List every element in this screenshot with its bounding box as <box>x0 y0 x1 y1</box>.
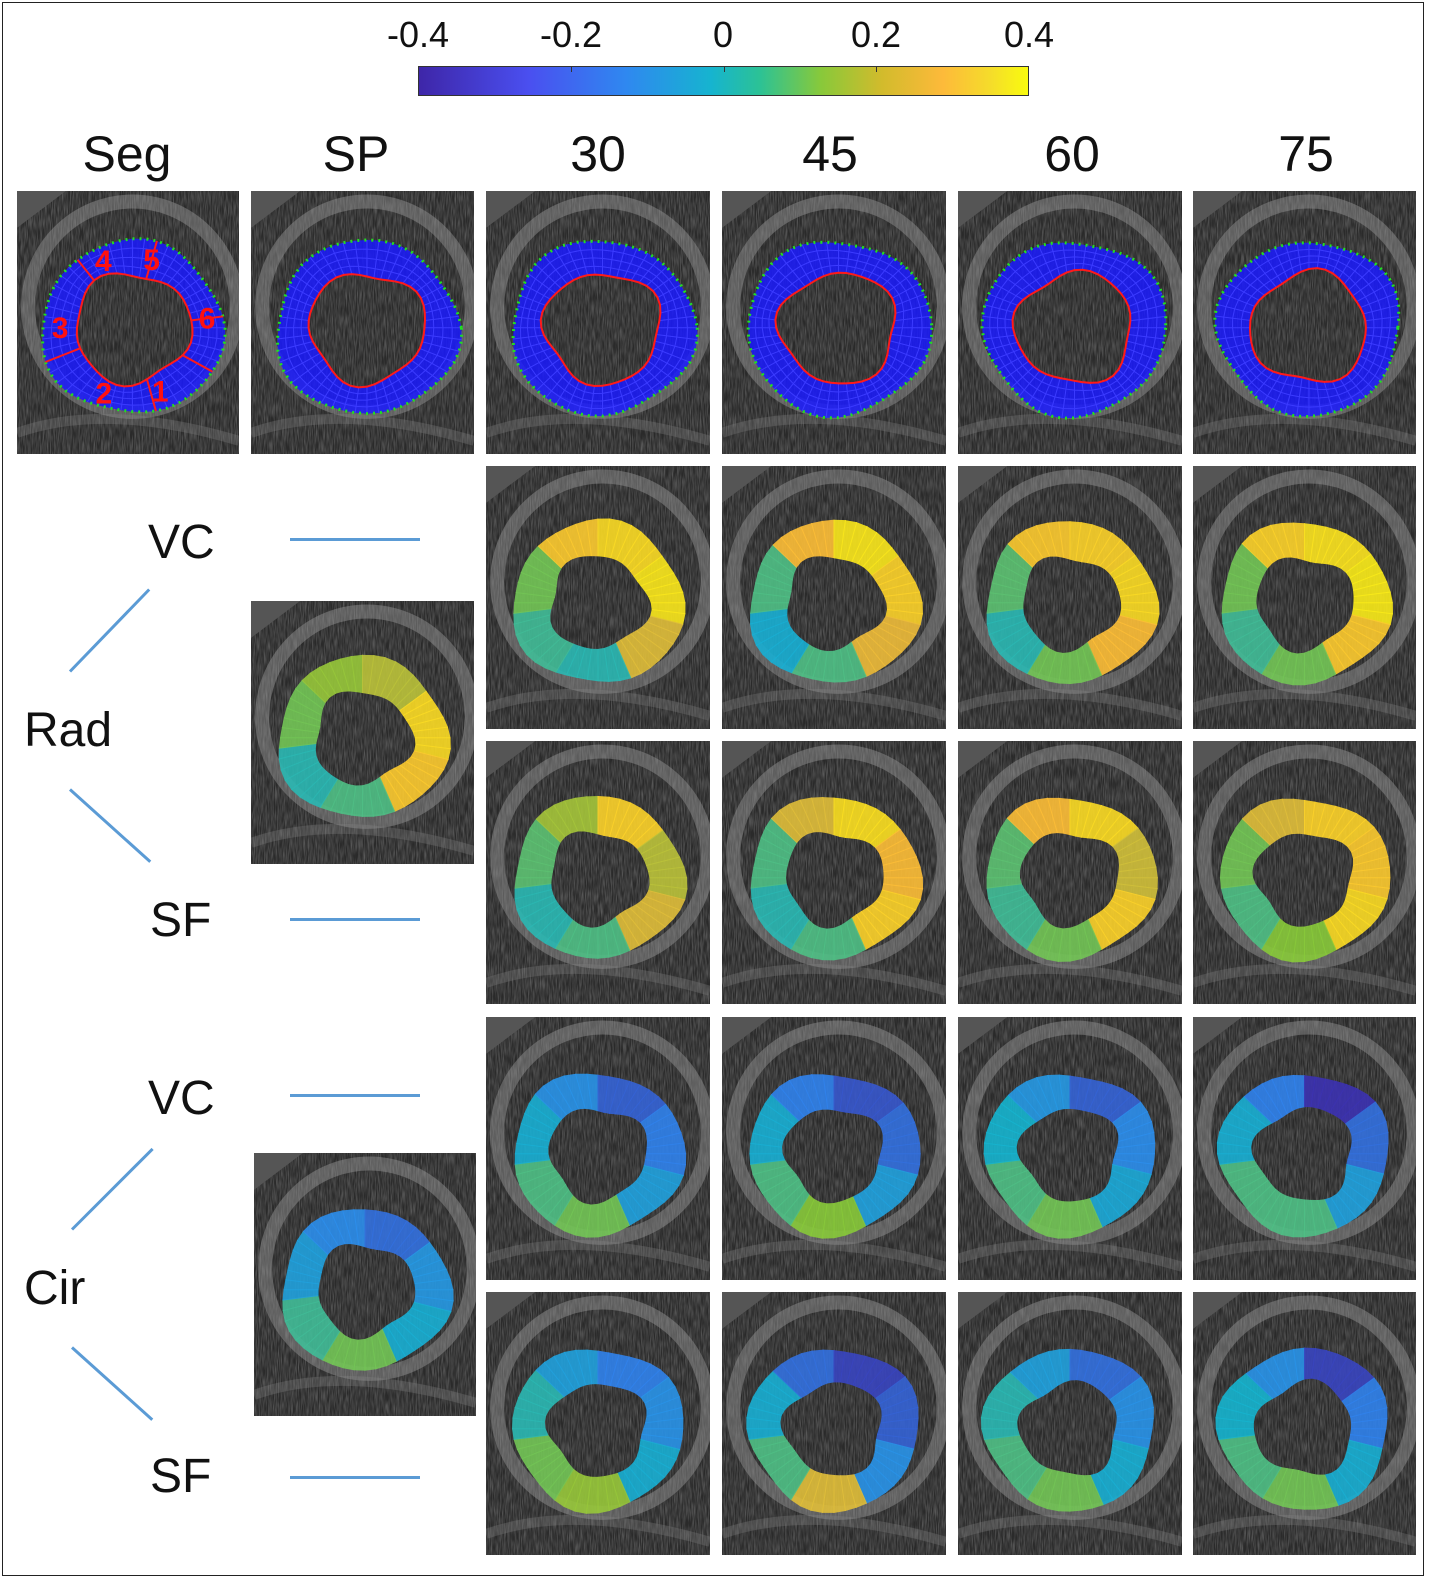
strain-panel-graphic <box>958 741 1182 1004</box>
strain-panel <box>251 601 474 864</box>
colorbar-tick: 0.2 <box>850 14 902 55</box>
colorbar-tick: -0.2 <box>539 14 603 55</box>
strain-panel-graphic <box>251 601 474 864</box>
row-label-cir-sf: SF <box>150 1450 212 1503</box>
strain-panel <box>958 741 1182 1004</box>
colorbar-tick: 0 <box>712 14 734 55</box>
strain-panel <box>486 1017 710 1280</box>
strain-panel <box>1193 741 1416 1004</box>
column-header-30: 30 <box>570 126 626 182</box>
mesh-panel <box>251 191 474 454</box>
column-header-75: 75 <box>1278 126 1334 182</box>
row-label-rad-sf: SF <box>150 894 212 947</box>
connector-line <box>290 918 420 921</box>
row-label-rad: Rad <box>24 704 113 757</box>
segment-label: 1 <box>152 376 169 409</box>
strain-panel-graphic <box>254 1153 476 1416</box>
strain-panel-graphic <box>958 466 1182 729</box>
mesh-panel <box>958 191 1182 454</box>
strain-panel <box>958 466 1182 729</box>
mesh-panel-graphic <box>251 191 474 454</box>
strain-panel-graphic <box>1193 741 1416 1004</box>
strain-panel-graphic <box>486 1017 710 1280</box>
connector-line <box>290 538 420 541</box>
mesh-panel-graphic <box>722 191 946 454</box>
segment-label: 6 <box>199 302 216 335</box>
strain-panel-graphic <box>722 1017 946 1280</box>
mesh-panel-graphic <box>958 191 1182 454</box>
segment-label: 2 <box>95 377 112 410</box>
strain-panel <box>486 466 710 729</box>
strain-panel <box>722 1017 946 1280</box>
column-header-45: 45 <box>802 126 858 182</box>
colorbar-tick: 0.4 <box>1003 14 1055 55</box>
mesh-panel <box>1193 191 1416 454</box>
strain-panel <box>486 741 710 1004</box>
strain-panel <box>1193 466 1416 729</box>
strain-panel <box>958 1017 1182 1280</box>
strain-panel-graphic <box>722 741 946 1004</box>
strain-panel <box>722 466 946 729</box>
column-header-60: 60 <box>1044 126 1100 182</box>
strain-panel-graphic <box>1193 466 1416 729</box>
connector-line <box>290 1094 420 1097</box>
colorbar <box>418 66 1029 96</box>
strain-panel <box>722 1292 946 1555</box>
strain-panel-graphic <box>486 1292 710 1555</box>
strain-panel <box>958 1292 1182 1555</box>
segment-label: 4 <box>95 245 112 278</box>
colorbar-tick: -0.4 <box>386 14 450 55</box>
strain-panel-graphic <box>486 466 710 729</box>
connector-line <box>290 1476 420 1479</box>
strain-panel-graphic <box>958 1017 1182 1280</box>
strain-panel-graphic <box>486 741 710 1004</box>
row-label-rad-vc: VC <box>148 516 215 569</box>
strain-panel <box>722 741 946 1004</box>
strain-panel-graphic <box>1193 1017 1416 1280</box>
mesh-panel-graphic <box>486 191 710 454</box>
strain-panel <box>1193 1017 1416 1280</box>
column-header-sp: SP <box>322 126 390 182</box>
strain-panel-graphic <box>958 1292 1182 1555</box>
mesh-panel-graphic <box>1193 191 1416 454</box>
strain-panel-graphic <box>722 466 946 729</box>
row-label-cir: Cir <box>24 1262 86 1315</box>
strain-panel-graphic <box>722 1292 946 1555</box>
segment-label: 3 <box>52 312 69 345</box>
mesh-panel <box>722 191 946 454</box>
strain-panel <box>486 1292 710 1555</box>
row-label-cir-vc: VC <box>148 1072 215 1125</box>
mesh-panel <box>486 191 710 454</box>
segment-label: 5 <box>143 244 160 277</box>
strain-panel <box>1193 1292 1416 1555</box>
column-header-seg: Seg <box>82 126 172 182</box>
strain-panel <box>254 1153 476 1416</box>
strain-panel-graphic <box>1193 1292 1416 1555</box>
mesh-panel-graphic: 1 23 4 5 6 <box>17 191 239 454</box>
